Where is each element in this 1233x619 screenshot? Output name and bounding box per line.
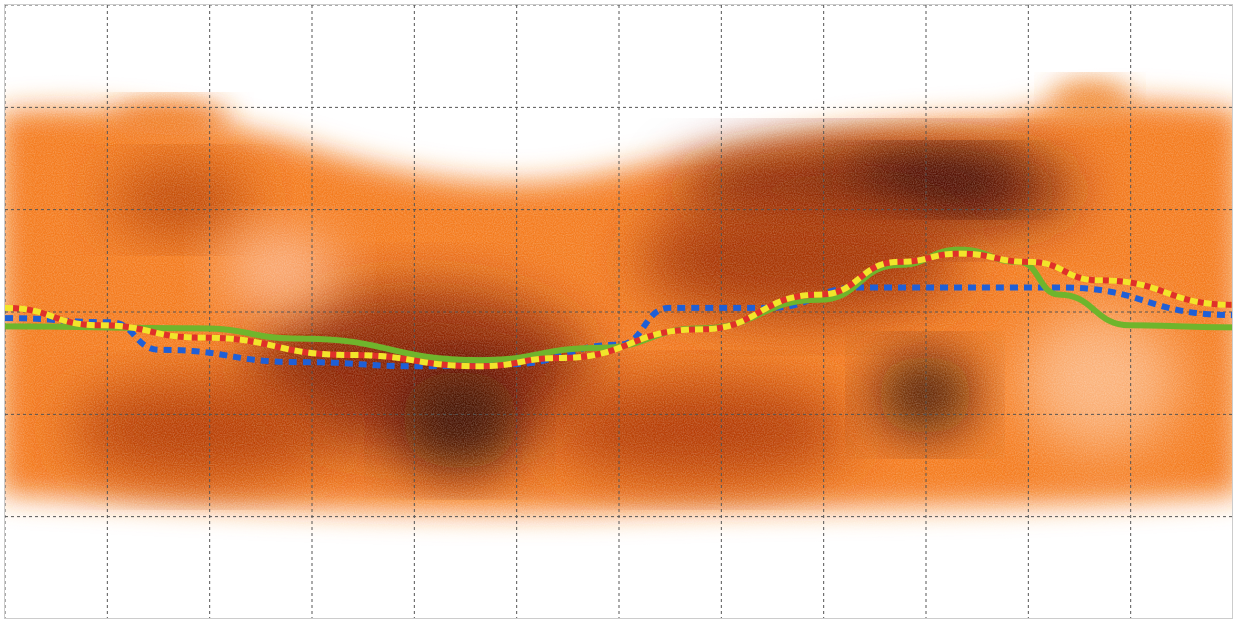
lines	[4, 246, 1233, 370]
series-line	[4, 250, 1233, 370]
